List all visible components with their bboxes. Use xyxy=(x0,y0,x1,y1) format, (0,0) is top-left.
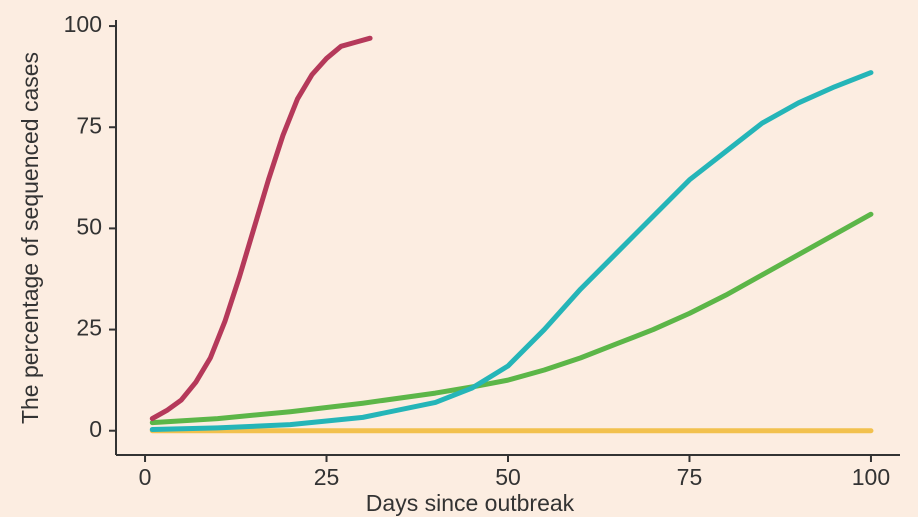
y-tick-label: 50 xyxy=(76,213,102,239)
y-axis-label: The percentage of sequenced cases xyxy=(17,52,43,424)
series-line xyxy=(149,70,874,433)
series-line xyxy=(149,35,373,422)
x-tick-label: 100 xyxy=(852,464,890,490)
x-tick-label: 0 xyxy=(139,464,152,490)
x-tick-label: 75 xyxy=(677,464,703,490)
y-tick-label: 25 xyxy=(76,315,102,341)
series-line xyxy=(149,211,874,426)
y-tick-label: 75 xyxy=(76,112,102,138)
y-tick-label: 0 xyxy=(89,416,102,442)
y-tick-label: 100 xyxy=(64,11,102,37)
x-tick-label: 25 xyxy=(314,464,340,490)
x-axis-label: Days since outbreak xyxy=(366,490,575,516)
x-tick-label: 50 xyxy=(495,464,521,490)
